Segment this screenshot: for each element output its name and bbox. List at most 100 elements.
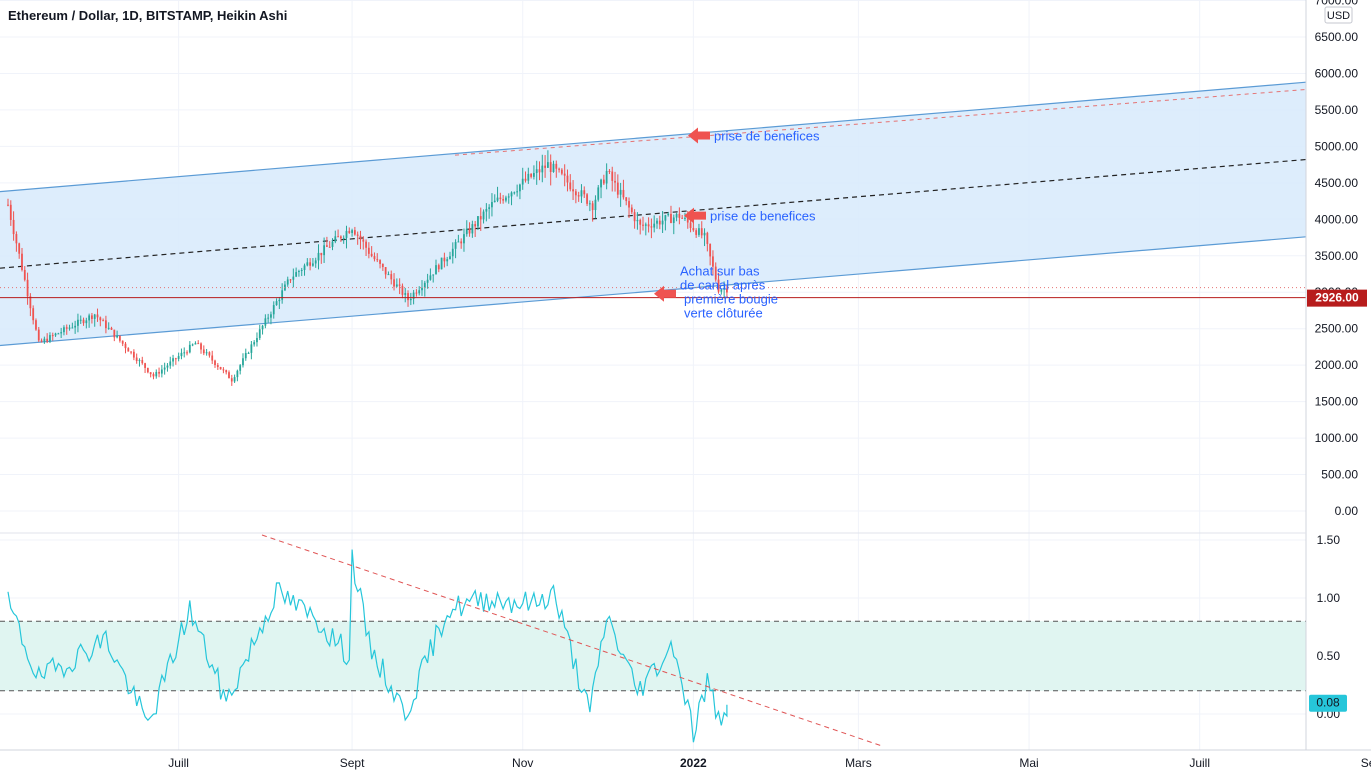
candle-body: [253, 342, 256, 345]
currency-badge[interactable]: USD: [1324, 6, 1353, 24]
indicator-tick-label: 0.50: [1317, 649, 1341, 663]
candle-body: [482, 211, 485, 220]
candle-body: [572, 189, 574, 192]
candle-body: [102, 320, 105, 322]
candle-body: [29, 296, 32, 309]
time-axis-ticks: Juill Sept Nov 2022 Mars Mai Juill Sept: [168, 756, 1371, 770]
candle-body: [247, 352, 250, 354]
candle-body: [513, 192, 516, 194]
candle-body: [202, 349, 205, 354]
candle-body: [583, 190, 586, 195]
candle-body: [124, 343, 127, 349]
candle-body: [423, 282, 426, 288]
candle-body: [376, 259, 379, 261]
price-axis[interactable]: 7000.00 6500.00 6000.00 5500.00 5000.00 4500.…: [1305, 0, 1367, 750]
indicator-value-badge: 0.08: [1309, 694, 1347, 712]
candle-body: [194, 343, 197, 345]
candle-body: [216, 365, 219, 367]
candle-body: [105, 320, 107, 329]
channel-upper-line[interactable]: [0, 81, 1307, 193]
candle-body: [625, 197, 628, 202]
annotation-arrow-3[interactable]: Achat sur bas de canal après première bo…: [654, 264, 778, 321]
candle-body: [493, 200, 496, 203]
price-tick-label: 3500.00: [1315, 249, 1359, 263]
candle-body: [723, 288, 726, 290]
candle-body: [678, 213, 681, 218]
candle-body: [219, 366, 222, 370]
candle-body: [149, 372, 152, 375]
candle-body: [130, 351, 132, 353]
time-axis[interactable]: Juill Sept Nov 2022 Mars Mai Juill Sept: [0, 749, 1371, 770]
candle-body: [426, 279, 429, 283]
candle-body: [177, 356, 180, 359]
candle-body: [337, 236, 339, 238]
candle-body: [256, 338, 258, 343]
candle-body: [353, 230, 356, 235]
indicator-pane[interactable]: [0, 534, 1306, 747]
price-pane[interactable]: prise de benefices prise de benefices Ac…: [0, 8, 1307, 386]
annotation-arrow-2[interactable]: prise de benefices: [684, 207, 816, 224]
candle-body: [689, 222, 692, 229]
candle-body: [608, 170, 611, 172]
candle-body: [365, 241, 367, 248]
channel-lower-line[interactable]: [0, 236, 1307, 347]
candle-body: [144, 363, 146, 368]
price-tick-label: 7000.00: [1315, 0, 1359, 8]
candle-body: [146, 367, 149, 373]
annotation-arrow-1[interactable]: prise de benefices: [688, 127, 820, 144]
candle-body: [510, 192, 513, 197]
annotation-text-3-line-4: verte clôturée: [684, 306, 763, 321]
candle-body: [546, 162, 549, 168]
candle-body: [619, 189, 622, 195]
candle-body: [642, 224, 644, 226]
candle-body: [239, 365, 242, 371]
candle-body: [320, 252, 323, 256]
candle-body: [628, 201, 630, 208]
candle-body: [465, 228, 468, 235]
candle-body: [35, 320, 37, 330]
candle-body: [479, 216, 482, 220]
annotation-text-3-line-2: de canal après: [680, 278, 766, 293]
candle-body: [155, 371, 158, 377]
candle-body: [485, 208, 488, 212]
channel-upper-dashed-line[interactable]: [454, 89, 1307, 156]
candle-body: [342, 237, 345, 239]
candle-body: [630, 207, 633, 213]
time-tick-label: Juill: [168, 756, 189, 770]
candle-body: [180, 352, 183, 357]
indicator-trendline[interactable]: [261, 534, 883, 747]
candle-body: [200, 343, 202, 350]
candle-body: [401, 285, 404, 295]
candle-body: [477, 216, 479, 227]
candle-body: [21, 253, 23, 270]
candle-body: [709, 243, 712, 257]
candle-body: [404, 293, 407, 295]
candle-body: [222, 369, 225, 371]
candle-body: [228, 372, 230, 379]
candle-body: [18, 243, 21, 254]
candle-body: [468, 228, 471, 234]
candle-body: [432, 274, 435, 276]
left-arrow-icon: [654, 285, 676, 302]
candle-body: [314, 260, 317, 264]
price-tick-label: 500.00: [1321, 468, 1358, 482]
candle-body: [614, 180, 616, 183]
channel-midline[interactable]: [0, 158, 1307, 269]
candle-body: [205, 352, 208, 354]
candle-body: [60, 332, 63, 334]
candle-body: [398, 284, 401, 286]
candle-body: [244, 353, 247, 359]
candle-body: [726, 288, 728, 293]
time-tick-label: Mars: [845, 756, 872, 770]
candle-body: [407, 293, 409, 301]
candle-body: [40, 340, 43, 342]
candle-body: [457, 241, 460, 243]
candle-body: [91, 315, 93, 319]
candle-body: [454, 242, 457, 249]
price-tick-label: 0.00: [1335, 504, 1359, 518]
left-arrow-icon: [688, 127, 710, 144]
candle-body: [214, 360, 216, 366]
candle-body: [681, 217, 684, 219]
candle-body: [23, 269, 26, 280]
candle-body: [639, 219, 642, 225]
